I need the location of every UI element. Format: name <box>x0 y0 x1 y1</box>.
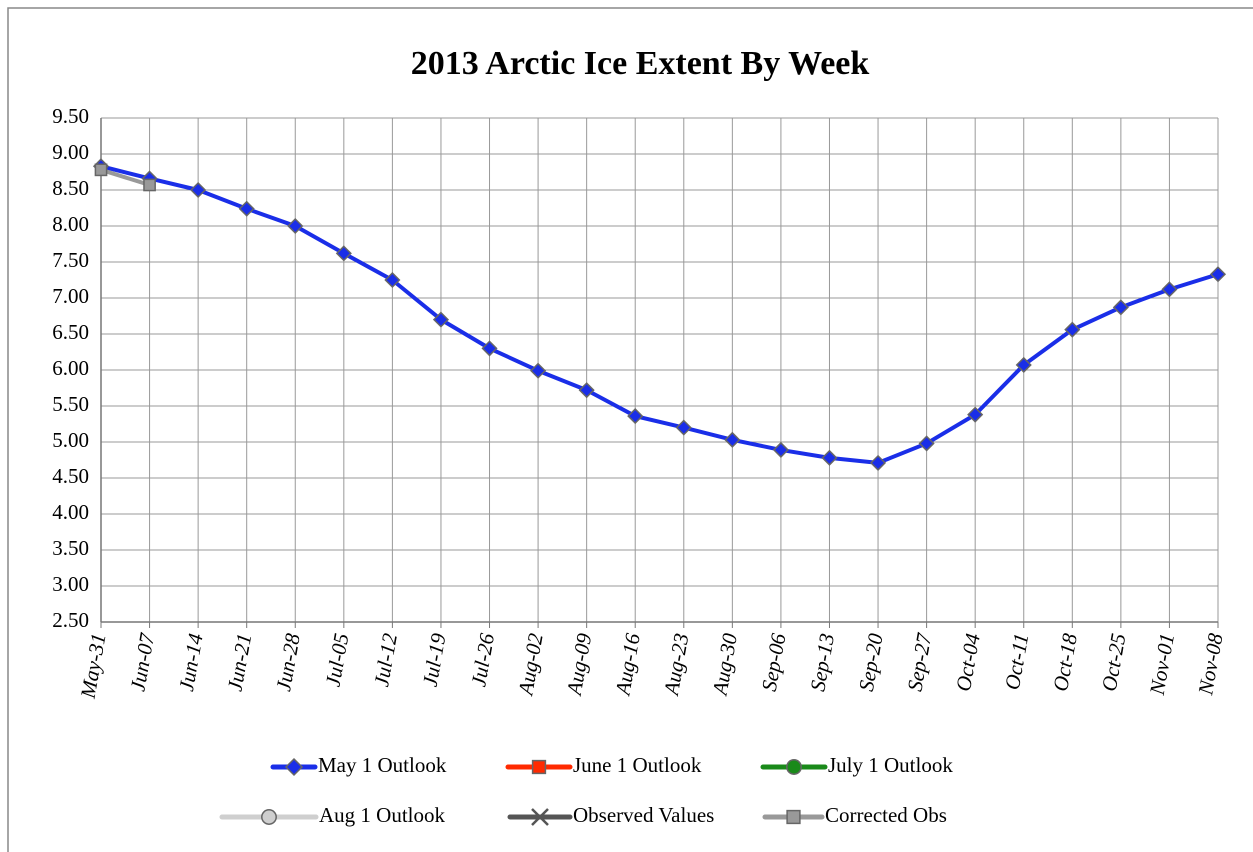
legend-item: May 1 Outlook <box>270 753 447 777</box>
marker <box>967 406 984 423</box>
marker <box>772 441 789 458</box>
chart-title: 2013 Arctic Ice Extent By Week <box>411 45 870 82</box>
marker <box>821 449 838 466</box>
y-tick-label: 5.00 <box>52 428 89 452</box>
legend-label: May 1 Outlook <box>318 753 447 777</box>
y-tick-label: 9.00 <box>52 140 89 164</box>
marker <box>238 200 255 217</box>
legend-label: June 1 Outlook <box>573 753 702 777</box>
y-tick-label: 7.50 <box>52 248 89 272</box>
marker <box>724 431 741 448</box>
marker <box>627 408 644 425</box>
y-tick-label: 8.50 <box>52 176 89 200</box>
marker <box>578 382 595 399</box>
y-tick-label: 4.50 <box>52 464 89 488</box>
y-tick-label: 9.50 <box>52 104 89 128</box>
marker <box>384 271 401 289</box>
legend-marker <box>531 808 549 826</box>
marker <box>1112 299 1129 316</box>
chart-frame <box>7 7 1253 852</box>
marker <box>432 311 450 328</box>
legend-item: June 1 Outlook <box>505 753 702 777</box>
marker <box>190 181 207 199</box>
marker <box>869 454 887 471</box>
legend-item: Aug 1 Outlook <box>219 803 446 827</box>
legend-marker <box>284 757 304 777</box>
legend-label: Corrected Obs <box>825 803 947 827</box>
y-tick-label: 7.00 <box>52 284 89 308</box>
y-tick-label: 4.00 <box>52 500 89 524</box>
y-tick-label: 3.00 <box>52 572 89 596</box>
legend-label: Aug 1 Outlook <box>319 803 446 827</box>
marker <box>675 419 692 436</box>
legend-item: Corrected Obs <box>762 803 947 827</box>
y-tick-label: 5.50 <box>52 392 89 416</box>
y-tick-label: 6.50 <box>52 320 89 344</box>
legend-marker <box>786 809 801 825</box>
y-tick-label: 2.50 <box>52 608 89 632</box>
legend-marker <box>261 809 277 825</box>
legend-item: July 1 Outlook <box>760 753 953 777</box>
legend-label: July 1 Outlook <box>828 753 953 777</box>
series-line <box>100 164 1219 465</box>
marker <box>143 178 156 192</box>
marker <box>1015 356 1032 374</box>
y-tick-label: 6.00 <box>52 356 89 380</box>
y-tick-label: 8.00 <box>52 212 89 236</box>
marker <box>287 217 304 235</box>
marker <box>530 362 547 379</box>
legend-marker <box>786 759 802 775</box>
marker <box>918 435 935 452</box>
legend-item: Observed Values <box>507 803 714 827</box>
marker <box>481 340 498 357</box>
marker <box>335 245 352 262</box>
marker <box>94 163 108 177</box>
marker <box>1064 321 1081 338</box>
series-line <box>100 167 151 187</box>
legend-label: Observed Values <box>573 803 714 827</box>
y-tick-label: 3.50 <box>52 536 89 560</box>
marker <box>1209 266 1227 283</box>
legend-marker <box>531 759 547 775</box>
marker <box>1161 281 1178 298</box>
